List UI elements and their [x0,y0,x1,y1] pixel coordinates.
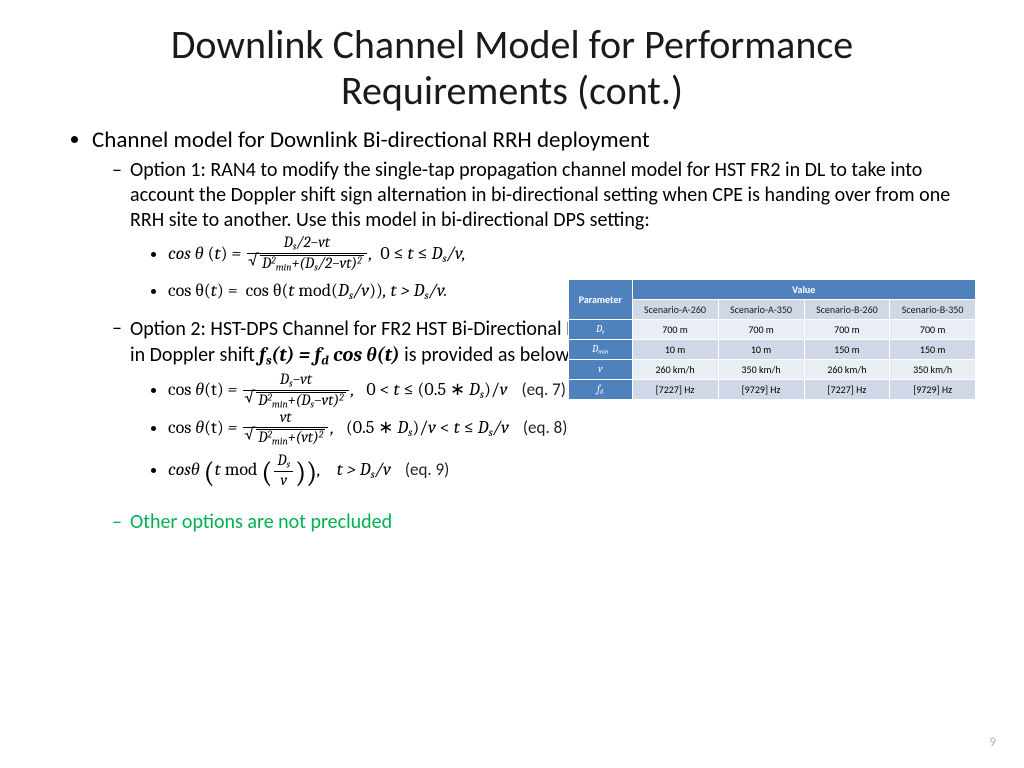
tbl-param: fd [569,380,633,400]
math-expr: cosθ (t mod (Dsv)), t > Ds/v [168,459,395,480]
math-expr: cos θ(t) = vt D2min+(vt)2 , (0.5 ∗ Ds)/v… [168,417,513,438]
tbl-col: Scenario-A-260 [632,300,718,320]
tbl-cell: 10 m [632,340,718,360]
option1-text: Option 1: RAN4 to modify the single-tap … [130,158,950,232]
eq7-label: (eq. 7) [521,379,565,400]
math-expr: cos θ(t) = Ds−vt D2min+(Ds−vt)2 , 0 < t … [168,379,511,400]
bullet-main-text: Channel model for Downlink Bi-directiona… [92,126,650,154]
tbl-cell: [9729] Hz [890,380,976,400]
eq8: cos θ(t) = vt D2min+(vt)2 , (0.5 ∗ Ds)/v… [168,410,960,447]
tbl-cell: 700 m [718,320,804,340]
tbl-cell: [9729] Hz [718,380,804,400]
table-row: Dmin 10 m 10 m 150 m 150 m [569,340,976,360]
eq9: cosθ (t mod (Dsv)), t > Ds/v (eq. 9) [168,447,960,502]
tbl-cell: 350 km/h [718,360,804,380]
green-note: Other options are not precluded [112,510,960,535]
tbl-hdr-value: Value [632,280,976,300]
tbl-cell: 150 m [890,340,976,360]
tbl-col: Scenario-B-260 [804,300,890,320]
tbl-hdr-parameter: Parameter [569,280,633,320]
tbl-cell: 700 m [804,320,890,340]
eq8-label: (eq. 8) [523,417,567,438]
tbl-cell: 10 m [718,340,804,360]
tbl-param: Dmin [569,340,633,360]
eq-op1-a: cos θ (t) = Ds/2−vt D2min+(Ds/2−vt)2 , 0… [168,235,960,274]
math-expr: cos θ(t) = cos θ(t mod(Ds/v)), t > Ds/v. [168,280,447,301]
tbl-col: Scenario-A-350 [718,300,804,320]
table-row: Ds 700 m 700 m 700 m 700 m [569,320,976,340]
tbl-cell: 260 km/h [632,360,718,380]
eq9-label: (eq. 9) [405,459,449,480]
tbl-cell: [7227] Hz [804,380,890,400]
tbl-param: v [569,360,633,380]
math-expr: cos θ (t) = Ds/2−vt D2min+(Ds/2−vt)2 , 0… [168,243,466,264]
tbl-param: Ds [569,320,633,340]
page-number: 9 [989,735,996,750]
tbl-cell: 150 m [804,340,890,360]
opt2-post: is provided as below: [400,343,575,367]
tbl-col: Scenario-B-350 [890,300,976,320]
tbl-cell: 700 m [632,320,718,340]
tbl-cell: 700 m [890,320,976,340]
table-row: fd [7227] Hz [9729] Hz [7227] Hz [9729] … [569,380,976,400]
table-row: v 260 km/h 350 km/h 260 km/h 350 km/h [569,360,976,380]
tbl-cell: 350 km/h [890,360,976,380]
parameter-table: Parameter Value Scenario-A-260 Scenario-… [568,279,976,400]
tbl-cell: [7227] Hz [632,380,718,400]
tbl-cell: 260 km/h [804,360,890,380]
slide: Downlink Channel Model for Performance R… [0,0,1024,768]
slide-title: Downlink Channel Model for Performance R… [64,22,960,114]
